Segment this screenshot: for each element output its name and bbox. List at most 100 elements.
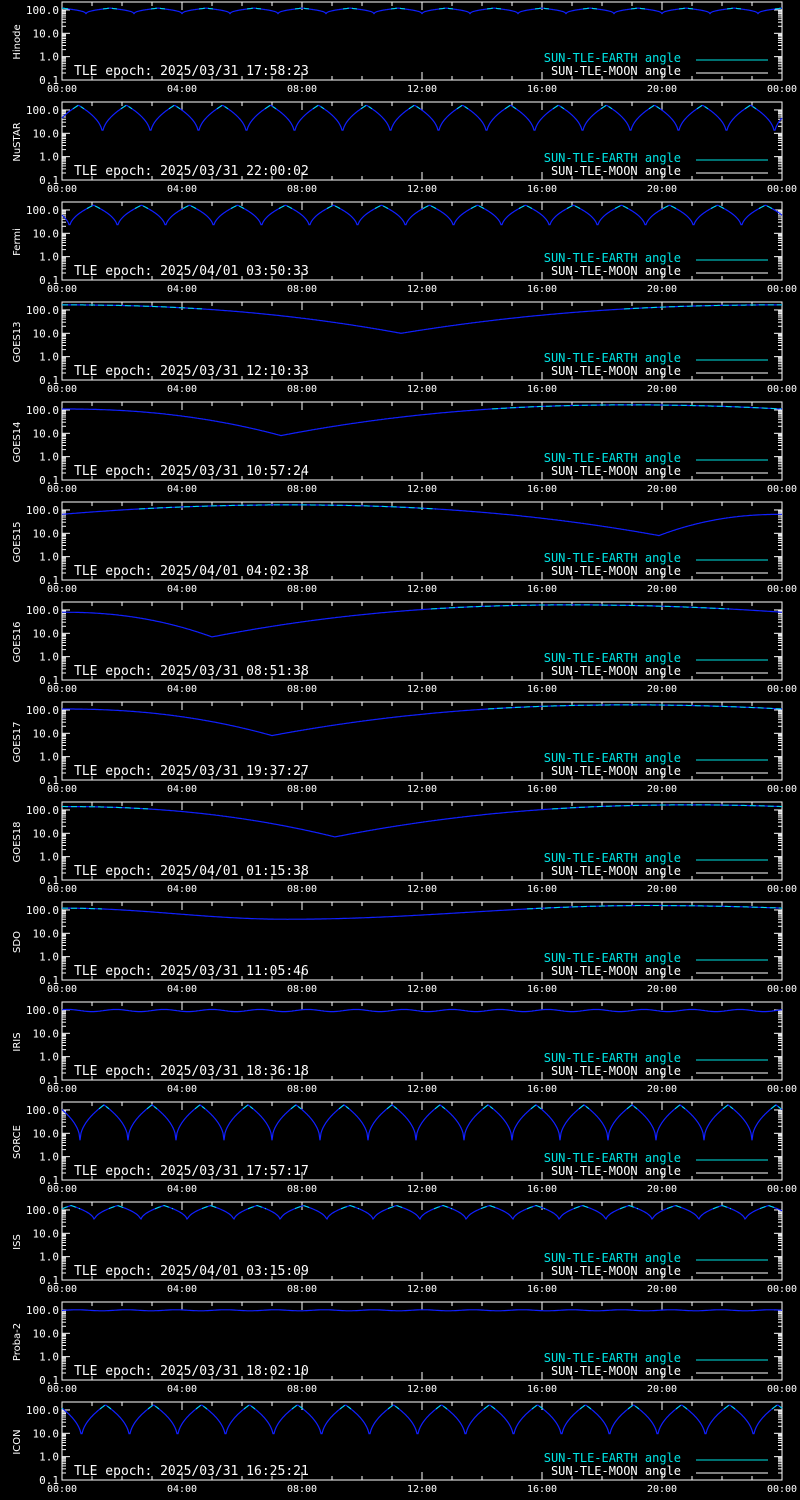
x-tick-label: 16:00 <box>527 684 557 695</box>
x-tick-label: 20:00 <box>647 884 677 895</box>
y-tick-label: 0.1 <box>39 1474 59 1487</box>
x-tick-label: 00:00 <box>767 984 797 995</box>
y-tick-label: 1.0 <box>39 1451 59 1464</box>
y-tick-label: 10.0 <box>33 327 60 340</box>
x-tick-label: 12:00 <box>407 84 437 95</box>
legend-moon-label: SUN-TLE-MOON angle <box>551 464 681 478</box>
x-tick-label: 08:00 <box>287 784 317 795</box>
tle-epoch-label: TLE epoch: 2025/04/01 04:02:38 <box>74 564 309 579</box>
x-tick-label: 12:00 <box>407 384 437 395</box>
legend-earth-label: SUN-TLE-EARTH angle <box>544 451 681 465</box>
y-tick-label: 100.0 <box>26 404 59 417</box>
x-tick-label: 16:00 <box>527 1184 557 1195</box>
y-tick-label: 1.0 <box>39 151 59 164</box>
earth-angle-line <box>492 404 781 410</box>
earth-angle-line <box>61 7 783 10</box>
x-tick-label: 04:00 <box>167 684 197 695</box>
x-tick-label: 00:00 <box>47 184 77 195</box>
x-tick-label: 04:00 <box>167 184 197 195</box>
x-tick-label: 04:00 <box>167 384 197 395</box>
x-tick-label: 08:00 <box>287 984 317 995</box>
x-tick-label: 08:00 <box>287 384 317 395</box>
x-tick-label: 00:00 <box>47 884 77 895</box>
series-line <box>62 404 783 437</box>
series-line <box>61 104 783 131</box>
tle-epoch-label: TLE epoch: 2025/04/01 03:50:33 <box>74 264 309 279</box>
legend-moon-label: SUN-TLE-MOON angle <box>551 1464 681 1478</box>
y-tick-label: 10.0 <box>33 1127 60 1140</box>
y-tick-label: 1.0 <box>39 1251 59 1264</box>
x-tick-label: 00:00 <box>47 1184 77 1195</box>
y-tick-label: 0.1 <box>39 1174 59 1187</box>
x-tick-label: 08:00 <box>287 1284 317 1295</box>
y-tick-label: 100.0 <box>26 904 59 917</box>
legend-earth-label: SUN-TLE-EARTH angle <box>544 1351 681 1365</box>
x-tick-label: 16:00 <box>527 184 557 195</box>
x-tick-label: 04:00 <box>167 1184 197 1195</box>
earth-angle-line <box>430 604 730 610</box>
x-tick-label: 00:00 <box>47 1384 77 1395</box>
x-tick-label: 12:00 <box>407 784 437 795</box>
y-tick-label: 1.0 <box>39 451 59 464</box>
satellite-name: GOES18 <box>12 821 23 862</box>
legend-earth-label: SUN-TLE-EARTH angle <box>544 151 681 165</box>
x-tick-label: 20:00 <box>647 284 677 295</box>
legend-moon-label: SUN-TLE-MOON angle <box>551 1064 681 1078</box>
y-tick-label: 100.0 <box>26 304 59 317</box>
y-tick-label: 10.0 <box>33 27 60 40</box>
y-tick-label: 100.0 <box>26 1304 59 1317</box>
tle-epoch-label: TLE epoch: 2025/03/31 08:51:38 <box>74 664 309 679</box>
x-tick-label: 16:00 <box>527 384 557 395</box>
x-tick-label: 08:00 <box>287 84 317 95</box>
legend-earth-label: SUN-TLE-EARTH angle <box>544 51 681 65</box>
x-tick-label: 00:00 <box>767 1384 797 1395</box>
y-tick-label: 100.0 <box>26 4 59 17</box>
legend-moon-label: SUN-TLE-MOON angle <box>551 164 681 178</box>
x-tick-label: 04:00 <box>167 1084 197 1095</box>
x-tick-label: 04:00 <box>167 284 197 295</box>
x-tick-label: 12:00 <box>407 984 437 995</box>
y-tick-label: 0.1 <box>39 574 59 587</box>
y-tick-label: 1.0 <box>39 1351 59 1364</box>
legend-earth-label: SUN-TLE-EARTH angle <box>544 951 681 965</box>
x-tick-label: 00:00 <box>767 284 797 295</box>
tle-epoch-label: TLE epoch: 2025/03/31 22:00:02 <box>74 164 309 179</box>
x-tick-label: 00:00 <box>47 84 77 95</box>
x-tick-label: 00:00 <box>767 684 797 695</box>
tle-epoch-label: TLE epoch: 2025/03/31 19:37:27 <box>74 764 309 779</box>
y-tick-label: 10.0 <box>33 427 60 440</box>
x-tick-label: 16:00 <box>527 584 557 595</box>
x-tick-label: 08:00 <box>287 584 317 595</box>
satellite-name: ISS <box>12 1234 23 1250</box>
earth-angle-line <box>138 504 437 510</box>
legend-moon-label: SUN-TLE-MOON angle <box>551 264 681 278</box>
x-tick-label: 00:00 <box>767 584 797 595</box>
y-tick-label: 0.1 <box>39 374 59 387</box>
y-tick-label: 0.1 <box>39 674 59 687</box>
legend-moon-label: SUN-TLE-MOON angle <box>551 764 681 778</box>
x-tick-label: 20:00 <box>647 384 677 395</box>
y-tick-label: 1.0 <box>39 551 59 564</box>
series-line <box>61 204 783 226</box>
x-tick-label: 04:00 <box>167 484 197 495</box>
legend-earth-label: SUN-TLE-EARTH angle <box>544 251 681 265</box>
y-tick-label: 1.0 <box>39 351 59 364</box>
y-tick-label: 10.0 <box>33 927 60 940</box>
satellite-name: SORCE <box>12 1125 23 1159</box>
x-tick-label: 16:00 <box>527 1084 557 1095</box>
x-tick-label: 00:00 <box>767 184 797 195</box>
x-tick-label: 20:00 <box>647 584 677 595</box>
legend-moon-label: SUN-TLE-MOON angle <box>551 564 681 578</box>
x-tick-label: 00:00 <box>47 984 77 995</box>
x-tick-label: 12:00 <box>407 1484 437 1495</box>
series-line <box>61 1204 783 1221</box>
x-tick-label: 12:00 <box>407 584 437 595</box>
x-tick-label: 04:00 <box>167 584 197 595</box>
tle-epoch-label: TLE epoch: 2025/03/31 16:25:21 <box>74 1464 309 1479</box>
legend-earth-label: SUN-TLE-EARTH angle <box>544 1251 681 1265</box>
x-tick-label: 00:00 <box>47 684 77 695</box>
